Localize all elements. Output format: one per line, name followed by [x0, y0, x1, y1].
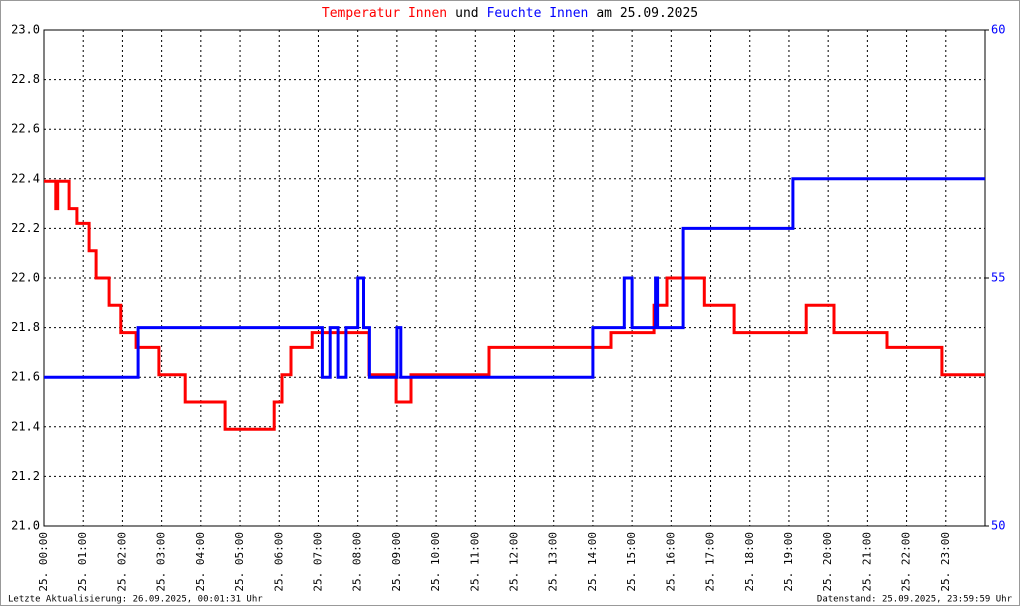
x-tick-label: 25. 18:00	[743, 532, 756, 592]
footer-right: Datenstand: 25.09.2025, 23:59:59 Uhr	[817, 595, 1013, 605]
x-tick-label: 25. 23:00	[939, 532, 952, 592]
x-tick-label: 25. 08:00	[351, 532, 364, 592]
x-tick-label: 25. 22:00	[900, 532, 913, 592]
title-part: und	[455, 6, 478, 21]
plot-area	[43, 29, 986, 527]
y-tick-label: 21.0	[11, 519, 40, 533]
x-tick-label: 25. 11:00	[468, 532, 481, 592]
x-tick-label: 25. 04:00	[194, 532, 207, 592]
x-tick-label: 25. 21:00	[860, 532, 873, 592]
x-tick-label: 25. 10:00	[429, 532, 442, 592]
x-tick-label: 25. 12:00	[508, 532, 521, 592]
footer-left: Letzte Aktualisierung: 26.09.2025, 00:01…	[8, 595, 263, 605]
y-tick-label: 23.0	[11, 23, 40, 37]
x-tick-label: 25. 02:00	[115, 532, 128, 592]
y-tick-label: 22.0	[11, 271, 40, 285]
x-tick-label: 25. 16:00	[664, 532, 677, 592]
x-tick-label: 25. 06:00	[272, 532, 285, 592]
y-tick-label: 22.4	[11, 171, 40, 185]
title-part: Feuchte Innen	[487, 6, 589, 21]
x-tick-label: 25. 14:00	[586, 532, 599, 592]
y-tick-label: 21.8	[11, 320, 40, 334]
x-tick-label: 25. 01:00	[76, 532, 89, 592]
x-tick-label: 25. 13:00	[547, 532, 560, 592]
series-line	[44, 179, 985, 431]
x-tick-label: 25. 15:00	[625, 532, 638, 592]
x-tick-label: 25. 05:00	[233, 532, 246, 592]
x-tick-label: 25. 17:00	[704, 532, 717, 592]
y-tick-label: 21.2	[11, 469, 40, 483]
title-part: Temperatur Innen	[322, 6, 447, 21]
y-tick-label: 22.8	[11, 72, 40, 86]
x-tick-label: 25. 07:00	[311, 532, 324, 592]
x-tick-label: 25. 19:00	[782, 532, 795, 592]
y-tick-label: 21.6	[11, 370, 40, 384]
y2-tick-label: 60	[991, 23, 1005, 37]
y2-tick-label: 55	[991, 271, 1005, 285]
y2-tick-label: 50	[991, 519, 1005, 533]
chart-title: Temperatur Innen und Feuchte Innen am 25.09…	[322, 6, 698, 21]
title-part: am 25.09.2025	[596, 6, 698, 21]
y-tick-label: 22.6	[11, 122, 40, 136]
x-tick-label: 25. 03:00	[155, 532, 168, 592]
series-line	[44, 177, 985, 379]
y-tick-label: 21.4	[11, 419, 40, 433]
x-tick-label: 25. 00:00	[37, 532, 50, 592]
x-tick-label: 25. 09:00	[390, 532, 403, 592]
y-tick-label: 22.2	[11, 221, 40, 235]
x-tick-label: 25. 20:00	[821, 532, 834, 592]
